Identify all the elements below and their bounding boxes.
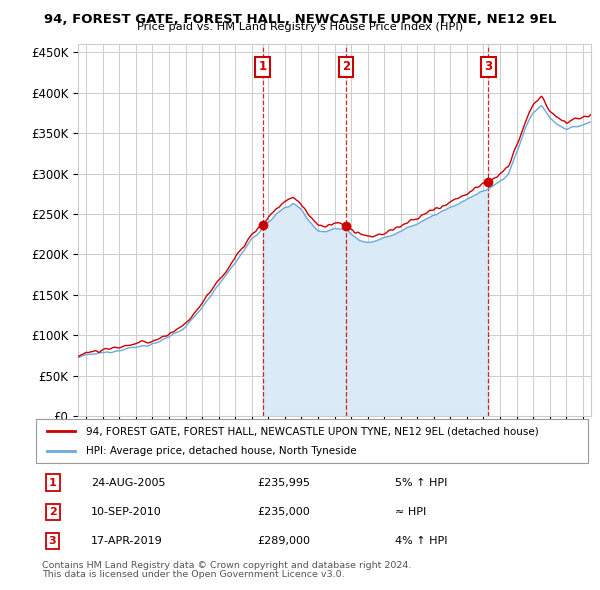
Text: 2: 2 xyxy=(49,507,56,517)
Text: 94, FOREST GATE, FOREST HALL, NEWCASTLE UPON TYNE, NE12 9EL: 94, FOREST GATE, FOREST HALL, NEWCASTLE … xyxy=(44,13,556,26)
Text: 1: 1 xyxy=(259,60,266,73)
Text: 5% ↑ HPI: 5% ↑ HPI xyxy=(395,477,447,487)
Text: This data is licensed under the Open Government Licence v3.0.: This data is licensed under the Open Gov… xyxy=(42,570,344,579)
FancyBboxPatch shape xyxy=(36,419,588,463)
Text: 17-APR-2019: 17-APR-2019 xyxy=(91,536,163,546)
Text: HPI: Average price, detached house, North Tyneside: HPI: Average price, detached house, Nort… xyxy=(86,446,356,455)
Text: 94, FOREST GATE, FOREST HALL, NEWCASTLE UPON TYNE, NE12 9EL (detached house): 94, FOREST GATE, FOREST HALL, NEWCASTLE … xyxy=(86,427,538,436)
Text: 24-AUG-2005: 24-AUG-2005 xyxy=(91,477,166,487)
Text: 2: 2 xyxy=(342,60,350,73)
Text: 3: 3 xyxy=(484,60,492,73)
Text: £235,995: £235,995 xyxy=(257,477,310,487)
Text: Price paid vs. HM Land Registry's House Price Index (HPI): Price paid vs. HM Land Registry's House … xyxy=(137,22,463,32)
Text: 1: 1 xyxy=(49,477,56,487)
Text: ≈ HPI: ≈ HPI xyxy=(395,507,426,517)
Text: Contains HM Land Registry data © Crown copyright and database right 2024.: Contains HM Land Registry data © Crown c… xyxy=(42,560,412,569)
Text: 4% ↑ HPI: 4% ↑ HPI xyxy=(395,536,448,546)
Text: £289,000: £289,000 xyxy=(257,536,310,546)
Text: £235,000: £235,000 xyxy=(257,507,310,517)
Text: 10-SEP-2010: 10-SEP-2010 xyxy=(91,507,162,517)
Text: 3: 3 xyxy=(49,536,56,546)
